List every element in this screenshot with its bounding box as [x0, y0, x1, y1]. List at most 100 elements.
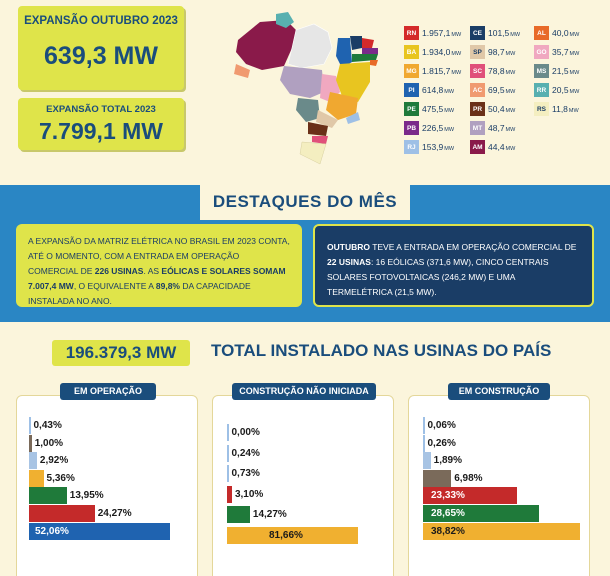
legend-value: 44,4MW	[488, 142, 516, 152]
map-region-mt	[280, 66, 324, 98]
legend-value: 20,5MW	[552, 85, 580, 95]
legend-chip: CE	[470, 26, 485, 40]
legend-chip: SC	[470, 64, 485, 78]
highlights-right-box: OUTUBRO TEVE A ENTRADA EM OPERAÇÃO COMER…	[313, 224, 594, 307]
legend-item-pi: PI 614,8MW	[404, 83, 454, 97]
bar-1-3	[29, 452, 37, 470]
hl-right-text-1: TEVE A ENTRADA EM OPERAÇÃO COMERCIAL DE	[369, 242, 577, 252]
map-region-rj	[346, 112, 360, 124]
legend-unit: MW	[569, 51, 580, 57]
bar-3-5	[423, 487, 518, 505]
brazil-map	[234, 12, 378, 165]
legend-value: 98,7MW	[488, 47, 516, 57]
hl-left-text-2: . AS	[143, 266, 162, 276]
legend-chip: MS	[534, 64, 549, 78]
bar-label-1-1: 0,43%	[33, 420, 62, 431]
map-region-sp	[316, 110, 338, 128]
legend-value: 35,7MW	[552, 47, 580, 57]
bar-label-2-5: 14,27%	[252, 509, 287, 520]
expansion-total-value: 7.799,1 MW	[39, 118, 163, 144]
bar-3-2	[423, 434, 425, 452]
total-installed-value: 196.379,3 MW	[52, 340, 190, 366]
legend-chip: RJ	[404, 140, 419, 154]
map-region-rs	[299, 141, 327, 165]
legend-item-ms: MS 21,5MW	[534, 64, 579, 78]
legend-value: 48,7MW	[488, 123, 516, 133]
bar-label-3-1: 0,06%	[427, 420, 456, 431]
panel-operating	[16, 395, 198, 576]
legend-item-pe: PE 475,5MW	[404, 102, 454, 116]
map-region-pb	[362, 48, 378, 54]
hl-right-bold-1: OUTUBRO	[327, 242, 370, 252]
bar-1-6	[29, 505, 95, 522]
bar-label-1-3: 2,92%	[39, 455, 69, 467]
expansion-total-card: EXPANSÃO TOTAL 2023 7.799,1 MW	[18, 98, 184, 150]
legend-chip: PI	[404, 83, 419, 97]
bar-2-4	[227, 485, 232, 503]
hl-left-bold-1: 226 USINAS	[94, 266, 144, 276]
legend-item-mg: MG 1.815,7MW	[404, 64, 461, 78]
legend-item-sc: SC 78,8MW	[470, 64, 515, 78]
panel-operating-title: EM OPERAÇÃO	[60, 383, 156, 400]
bar-label-1-7: 52,06%	[35, 525, 69, 537]
legend-value: 153,9MW	[422, 142, 455, 152]
bar-label-2-6: 81,66%	[269, 529, 303, 541]
map-region-rr	[276, 12, 294, 28]
highlights-left-box: A EXPANSÃO DA MATRIZ ELÉTRICA NO BRASIL …	[16, 224, 302, 307]
bar-label-3-2: 0,26%	[427, 437, 456, 449]
legend-item-sp: SP 98,7MW	[470, 45, 515, 59]
expansion-total-label: EXPANSÃO TOTAL 2023	[46, 104, 156, 115]
total-installed-label: TOTAL INSTALADO NAS USINAS DO PAÍS	[211, 341, 552, 360]
legend-item-ce: CE 101,5MW	[470, 26, 520, 40]
map-region-sc	[312, 136, 328, 144]
bar-label-3-3: 1,89%	[433, 455, 462, 467]
legend-value: 50,4MW	[488, 104, 516, 114]
bar-label-2-2: 0,24%	[231, 447, 260, 459]
legend-unit: MW	[505, 108, 516, 114]
band-title-bg	[200, 185, 410, 220]
hl-left-text-1: A EXPANSÃO DA MATRIZ ELÉTRICA NO BRASIL …	[28, 236, 290, 276]
bar-1-5	[29, 487, 67, 505]
hl-right-text-2: : 16 EÓLICAS (371,6 MW), CINCO CENTRAIS …	[327, 257, 549, 297]
legend-unit: MW	[451, 51, 462, 57]
band-title-right	[410, 185, 610, 220]
legend-item-pb: PB 226,5MW	[404, 121, 454, 135]
legend-chip: SP	[470, 45, 485, 59]
legend-unit: MW	[505, 89, 516, 95]
map-region-am	[236, 20, 296, 70]
map-region-ac	[234, 64, 250, 78]
bar-1-1	[29, 417, 31, 434]
bar-label-2-4: 3,10%	[234, 488, 264, 500]
legend-unit: MW	[444, 146, 455, 152]
legend-chip: BA	[404, 45, 419, 59]
legend-unit: MW	[451, 32, 462, 38]
legend-value: 1.934,0MW	[422, 47, 462, 57]
legend-value: 1.957,1MW	[422, 28, 462, 38]
bar-label-3-5: 23,33%	[431, 490, 465, 502]
legend-chip: GO	[534, 45, 549, 59]
panel-under-construction-title: EM CONSTRUÇÃO	[448, 383, 550, 400]
legend-value: 1.815,7MW	[422, 66, 462, 76]
legend-unit: MW	[505, 70, 516, 76]
legend-unit: MW	[505, 51, 516, 57]
legend-item-rr: RR 20,5MW	[534, 83, 579, 97]
legend-value: 69,5MW	[488, 85, 516, 95]
expansion-month-label: EXPANSÃO OUTUBRO 2023	[24, 15, 178, 27]
bar-label-1-5: 13,95%	[69, 490, 104, 502]
band-title-left	[0, 185, 200, 220]
bar-3-6	[423, 505, 539, 522]
hl-left-bold-2: EÓLICAS E SOLARES SOMAM 7.007,4 MW	[28, 266, 286, 291]
legend-chip: MG	[404, 64, 419, 78]
map-region-pr	[308, 122, 328, 136]
legend-unit: MW	[451, 70, 462, 76]
legend-value: 614,8MW	[422, 85, 455, 95]
map-region-ce	[350, 36, 362, 50]
legend-item-rj: RJ 153,9MW	[404, 140, 454, 154]
map-region-al	[370, 60, 378, 66]
hl-left-text-3: , O EQUIVALENTE A	[73, 281, 156, 291]
hl-left-text-4: DA CAPACIDADE INSTALADA NO ANO.	[28, 281, 251, 306]
legend-value: 101,5MW	[488, 28, 521, 38]
legend-item-ac: AC 69,5MW	[470, 83, 515, 97]
bar-2-2	[227, 444, 229, 462]
bar-2-6	[227, 526, 358, 544]
